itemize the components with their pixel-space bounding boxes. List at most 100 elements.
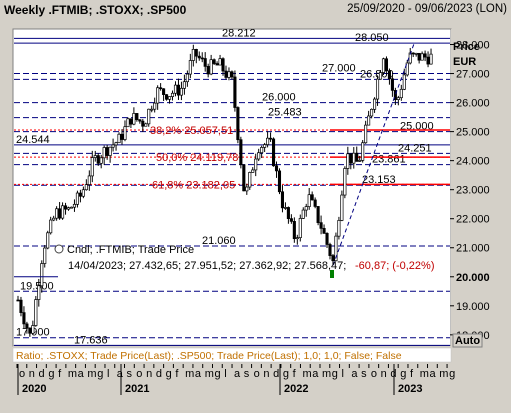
candle [269,137,273,140]
candlesticks [16,44,433,337]
candle [325,233,329,245]
candle [69,206,74,209]
month-label: n [146,368,152,380]
level-label: 26.000 [262,92,296,104]
month-label: l [107,368,109,380]
level-label: 23.861 [372,154,406,166]
month-label: g [400,368,406,380]
month-label: d [39,368,45,380]
month-label: o [371,368,377,380]
legend: Cndl; .FTMIB; Trade Price 14/04/2023; 27… [54,244,434,278]
candle [396,97,400,100]
candle [200,57,204,60]
candle [22,312,26,325]
candle [72,203,77,208]
candle [373,98,377,110]
month-label: o [136,368,142,380]
fib-label: 50,0% 24.119,78 [156,152,238,164]
candle [25,323,29,329]
candle [239,139,243,166]
month-label: f [58,368,62,380]
candle [266,137,270,145]
month-label: a [195,368,202,380]
auto-button-label[interactable]: Auto [455,335,480,347]
month-label: m [439,368,448,380]
candle [141,120,145,127]
candle [328,244,332,256]
y-tick-label: 19.000 [456,301,490,313]
level-label: 26.800 [360,68,394,80]
candle [16,299,20,302]
level-label: 25.483 [268,107,302,119]
candle [286,207,290,219]
candle [236,107,240,141]
candle [242,164,246,192]
candle [349,153,353,164]
horizontal-levels: 28.212 28.050 27.000 26.800 26.000 25.483 25.0… [14,27,450,346]
candle [343,168,347,196]
trend-line[interactable] [332,41,416,266]
candle [352,152,356,164]
candle [292,221,296,240]
level-label: 28.050 [355,32,389,44]
candle [49,219,53,234]
candle [218,58,222,66]
candle [316,206,320,223]
candle [156,87,160,104]
candle [251,169,255,173]
month-label: d [273,368,279,380]
candle [170,92,175,97]
month-label: m [185,368,194,380]
ratio-legend: Ratio; .STOXX; Trade Price(Last); .SP500… [16,350,402,362]
candle [162,88,166,95]
candle [203,58,207,67]
price-axis[interactable] [451,29,509,346]
level-label: 27.000 [322,63,356,75]
level-label: 28.212 [222,27,256,39]
candle [173,84,178,94]
candle [135,113,139,121]
candle [75,192,79,205]
candle [304,206,308,211]
candle [197,55,201,59]
candle [295,237,299,240]
month-label: s [244,368,250,380]
fib-label: 38,2% 25.057,51 [150,125,233,137]
candle [108,146,112,156]
month-label: d [390,368,396,380]
y-tick-label: 22.000 [456,214,490,226]
candle [99,157,103,164]
candle [393,90,397,100]
y-tick-label: 26.000 [456,98,490,110]
month-label: d [156,368,162,380]
candle [194,48,198,57]
candle [375,78,380,100]
candle [248,172,252,188]
candle [66,207,71,210]
candle [31,325,35,334]
candle [417,52,421,61]
legend-change: -60,87; (-0,22%) [355,260,434,272]
month-label: l [342,368,344,380]
candle [111,144,115,148]
month-label: g [332,368,338,380]
candle [364,124,368,144]
candle [402,74,406,90]
candle [167,96,172,100]
year-label: 2020 [22,383,46,395]
candle [289,218,293,222]
candle [28,327,32,334]
candle [114,142,118,146]
y-tick-label: 23.000 [456,185,490,197]
legend-circle-icon[interactable] [54,244,64,254]
candle [19,299,23,313]
auto-button[interactable] [452,333,483,348]
month-label: o [19,368,25,380]
candle [159,87,163,90]
candle [370,108,374,117]
candle [40,263,44,287]
candle [367,115,371,126]
level-label: 25.000 [400,121,434,133]
